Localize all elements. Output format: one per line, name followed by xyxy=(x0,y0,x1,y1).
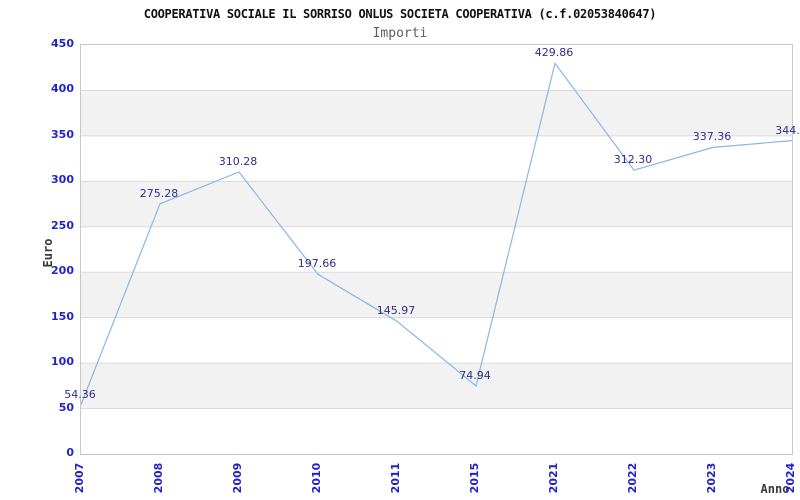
data-label: 54.36 xyxy=(64,387,96,401)
x-tick-label: 2015 xyxy=(468,462,481,494)
data-label: 344.8 xyxy=(775,123,800,137)
y-tick-label: 350 xyxy=(51,127,74,141)
data-label: 197.66 xyxy=(297,257,337,271)
band xyxy=(81,90,792,136)
series-line xyxy=(81,61,792,405)
data-label: 337.36 xyxy=(692,130,732,144)
chart-title: COOPERATIVA SOCIALE IL SORRISO ONLUS SOC… xyxy=(143,7,657,21)
x-tick-label: 2010 xyxy=(310,462,323,494)
y-tick-label: 400 xyxy=(51,82,74,96)
x-tick-label: 2007 xyxy=(73,462,86,494)
data-label: 275.28 xyxy=(139,186,179,200)
x-tick-label: 2009 xyxy=(231,462,244,494)
band xyxy=(81,272,792,318)
data-label: 74.94 xyxy=(459,368,491,382)
y-tick-label: 100 xyxy=(51,355,74,369)
y-tick-label: 250 xyxy=(51,218,74,232)
y-tick-label: 450 xyxy=(51,37,74,50)
y-axis-title: Euro xyxy=(41,238,55,268)
x-tick-label: 2024 xyxy=(784,462,797,494)
plot-area xyxy=(80,44,793,455)
y-tick-label: 150 xyxy=(51,309,74,323)
data-label: 312.30 xyxy=(613,153,653,167)
band xyxy=(81,363,792,409)
data-label: 310.28 xyxy=(218,154,258,168)
y-tick-label: 200 xyxy=(51,264,74,278)
data-label: 429.86 xyxy=(534,46,574,60)
plot-canvas xyxy=(81,61,792,410)
y-tick-label: 50 xyxy=(58,400,74,414)
x-tick-label: 2008 xyxy=(152,462,165,494)
x-tick-label: 2021 xyxy=(547,462,560,494)
x-axis-title: Anno xyxy=(760,482,790,496)
band xyxy=(81,181,792,227)
data-label: 145.97 xyxy=(376,304,416,318)
x-tick-label: 2022 xyxy=(626,462,639,494)
y-tick-label: 300 xyxy=(51,173,74,187)
x-tick-label: 2023 xyxy=(705,462,718,494)
chart-subtitle: Importi xyxy=(372,26,428,41)
x-tick-label: 2011 xyxy=(389,462,402,494)
y-tick-label: 0 xyxy=(66,446,74,459)
